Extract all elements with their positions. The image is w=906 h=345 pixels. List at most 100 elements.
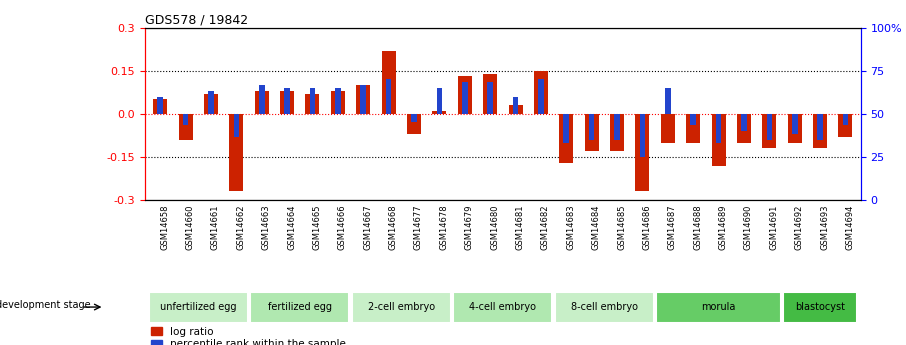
Bar (513, 97, 518, 114)
Bar (208, 91, 214, 114)
Bar (458, 77, 472, 114)
Bar (234, 114, 239, 137)
Text: GSM14662: GSM14662 (236, 205, 246, 250)
Bar (335, 88, 341, 114)
Bar (716, 114, 721, 142)
FancyBboxPatch shape (352, 292, 451, 323)
Bar (356, 85, 371, 114)
Bar (787, 114, 802, 142)
FancyBboxPatch shape (784, 292, 857, 323)
Bar (280, 91, 294, 114)
Legend: log ratio, percentile rank within the sample: log ratio, percentile rank within the sa… (150, 326, 347, 345)
FancyBboxPatch shape (250, 292, 350, 323)
Bar (255, 91, 269, 114)
Text: GSM14664: GSM14664 (287, 205, 296, 250)
Bar (386, 79, 391, 114)
Text: GSM14679: GSM14679 (465, 205, 474, 250)
Bar (737, 114, 751, 142)
Text: fertilized egg: fertilized egg (268, 302, 332, 312)
Text: 4-cell embryo: 4-cell embryo (469, 302, 536, 312)
Text: GSM14690: GSM14690 (744, 205, 753, 250)
Text: 2-cell embryo: 2-cell embryo (368, 302, 435, 312)
Text: GDS578 / 19842: GDS578 / 19842 (145, 13, 248, 27)
Text: GSM14681: GSM14681 (516, 205, 525, 250)
Bar (361, 85, 366, 114)
Bar (487, 82, 493, 114)
Text: GSM14660: GSM14660 (186, 205, 195, 250)
Text: GSM14691: GSM14691 (769, 205, 778, 250)
Bar (229, 114, 244, 191)
Text: blastocyst: blastocyst (795, 302, 845, 312)
Bar (762, 114, 776, 148)
Bar (843, 114, 848, 125)
Bar (331, 91, 345, 114)
Bar (305, 94, 320, 114)
Bar (686, 114, 700, 142)
Bar (564, 114, 569, 142)
Text: GSM14665: GSM14665 (313, 205, 322, 250)
Bar (178, 114, 193, 140)
Bar (589, 114, 594, 140)
Bar (813, 114, 827, 148)
Bar (158, 97, 163, 114)
FancyBboxPatch shape (656, 292, 781, 323)
Text: GSM14683: GSM14683 (566, 205, 575, 250)
Text: GSM14666: GSM14666 (338, 205, 347, 250)
Text: GSM14661: GSM14661 (211, 205, 220, 250)
Text: GSM14693: GSM14693 (820, 205, 829, 250)
Text: development stage: development stage (0, 300, 91, 310)
Bar (310, 88, 315, 114)
Bar (183, 114, 188, 125)
Bar (538, 79, 544, 114)
Bar (437, 88, 442, 114)
Bar (690, 114, 696, 125)
FancyBboxPatch shape (149, 292, 247, 323)
Bar (665, 88, 670, 114)
Bar (817, 114, 823, 140)
Bar (635, 114, 650, 191)
Text: GSM14678: GSM14678 (439, 205, 448, 250)
Text: GSM14668: GSM14668 (389, 205, 398, 250)
Bar (284, 88, 290, 114)
Text: GSM14687: GSM14687 (668, 205, 677, 250)
Text: GSM14692: GSM14692 (795, 205, 804, 250)
FancyBboxPatch shape (554, 292, 654, 323)
Text: GSM14667: GSM14667 (363, 205, 372, 250)
Bar (792, 114, 797, 134)
Text: 8-cell embryo: 8-cell embryo (571, 302, 638, 312)
Bar (381, 51, 396, 114)
Text: GSM14663: GSM14663 (262, 205, 271, 250)
Bar (462, 82, 467, 114)
Bar (411, 114, 417, 122)
Text: GSM14688: GSM14688 (693, 205, 702, 250)
Text: GSM14680: GSM14680 (490, 205, 499, 250)
Bar (614, 114, 620, 140)
Bar (741, 114, 747, 131)
Bar (204, 94, 218, 114)
Bar (534, 71, 548, 114)
Bar (640, 114, 645, 157)
Bar (432, 111, 447, 114)
Bar (711, 114, 726, 166)
Bar (483, 73, 497, 114)
Text: GSM14684: GSM14684 (592, 205, 601, 250)
Text: unfertilized egg: unfertilized egg (160, 302, 236, 312)
Bar (766, 114, 772, 140)
Bar (407, 114, 421, 134)
Text: GSM14682: GSM14682 (541, 205, 550, 250)
Text: GSM14694: GSM14694 (845, 205, 854, 250)
Text: GSM14686: GSM14686 (642, 205, 651, 250)
Text: GSM14658: GSM14658 (160, 205, 169, 250)
Text: GSM14685: GSM14685 (617, 205, 626, 250)
Bar (610, 114, 624, 151)
Text: GSM14677: GSM14677 (414, 205, 423, 250)
Text: morula: morula (701, 302, 736, 312)
Bar (838, 114, 853, 137)
Bar (660, 114, 675, 142)
Bar (259, 85, 265, 114)
Bar (559, 114, 573, 163)
Text: GSM14689: GSM14689 (718, 205, 728, 250)
Bar (153, 99, 168, 114)
Bar (508, 105, 523, 114)
FancyBboxPatch shape (453, 292, 553, 323)
